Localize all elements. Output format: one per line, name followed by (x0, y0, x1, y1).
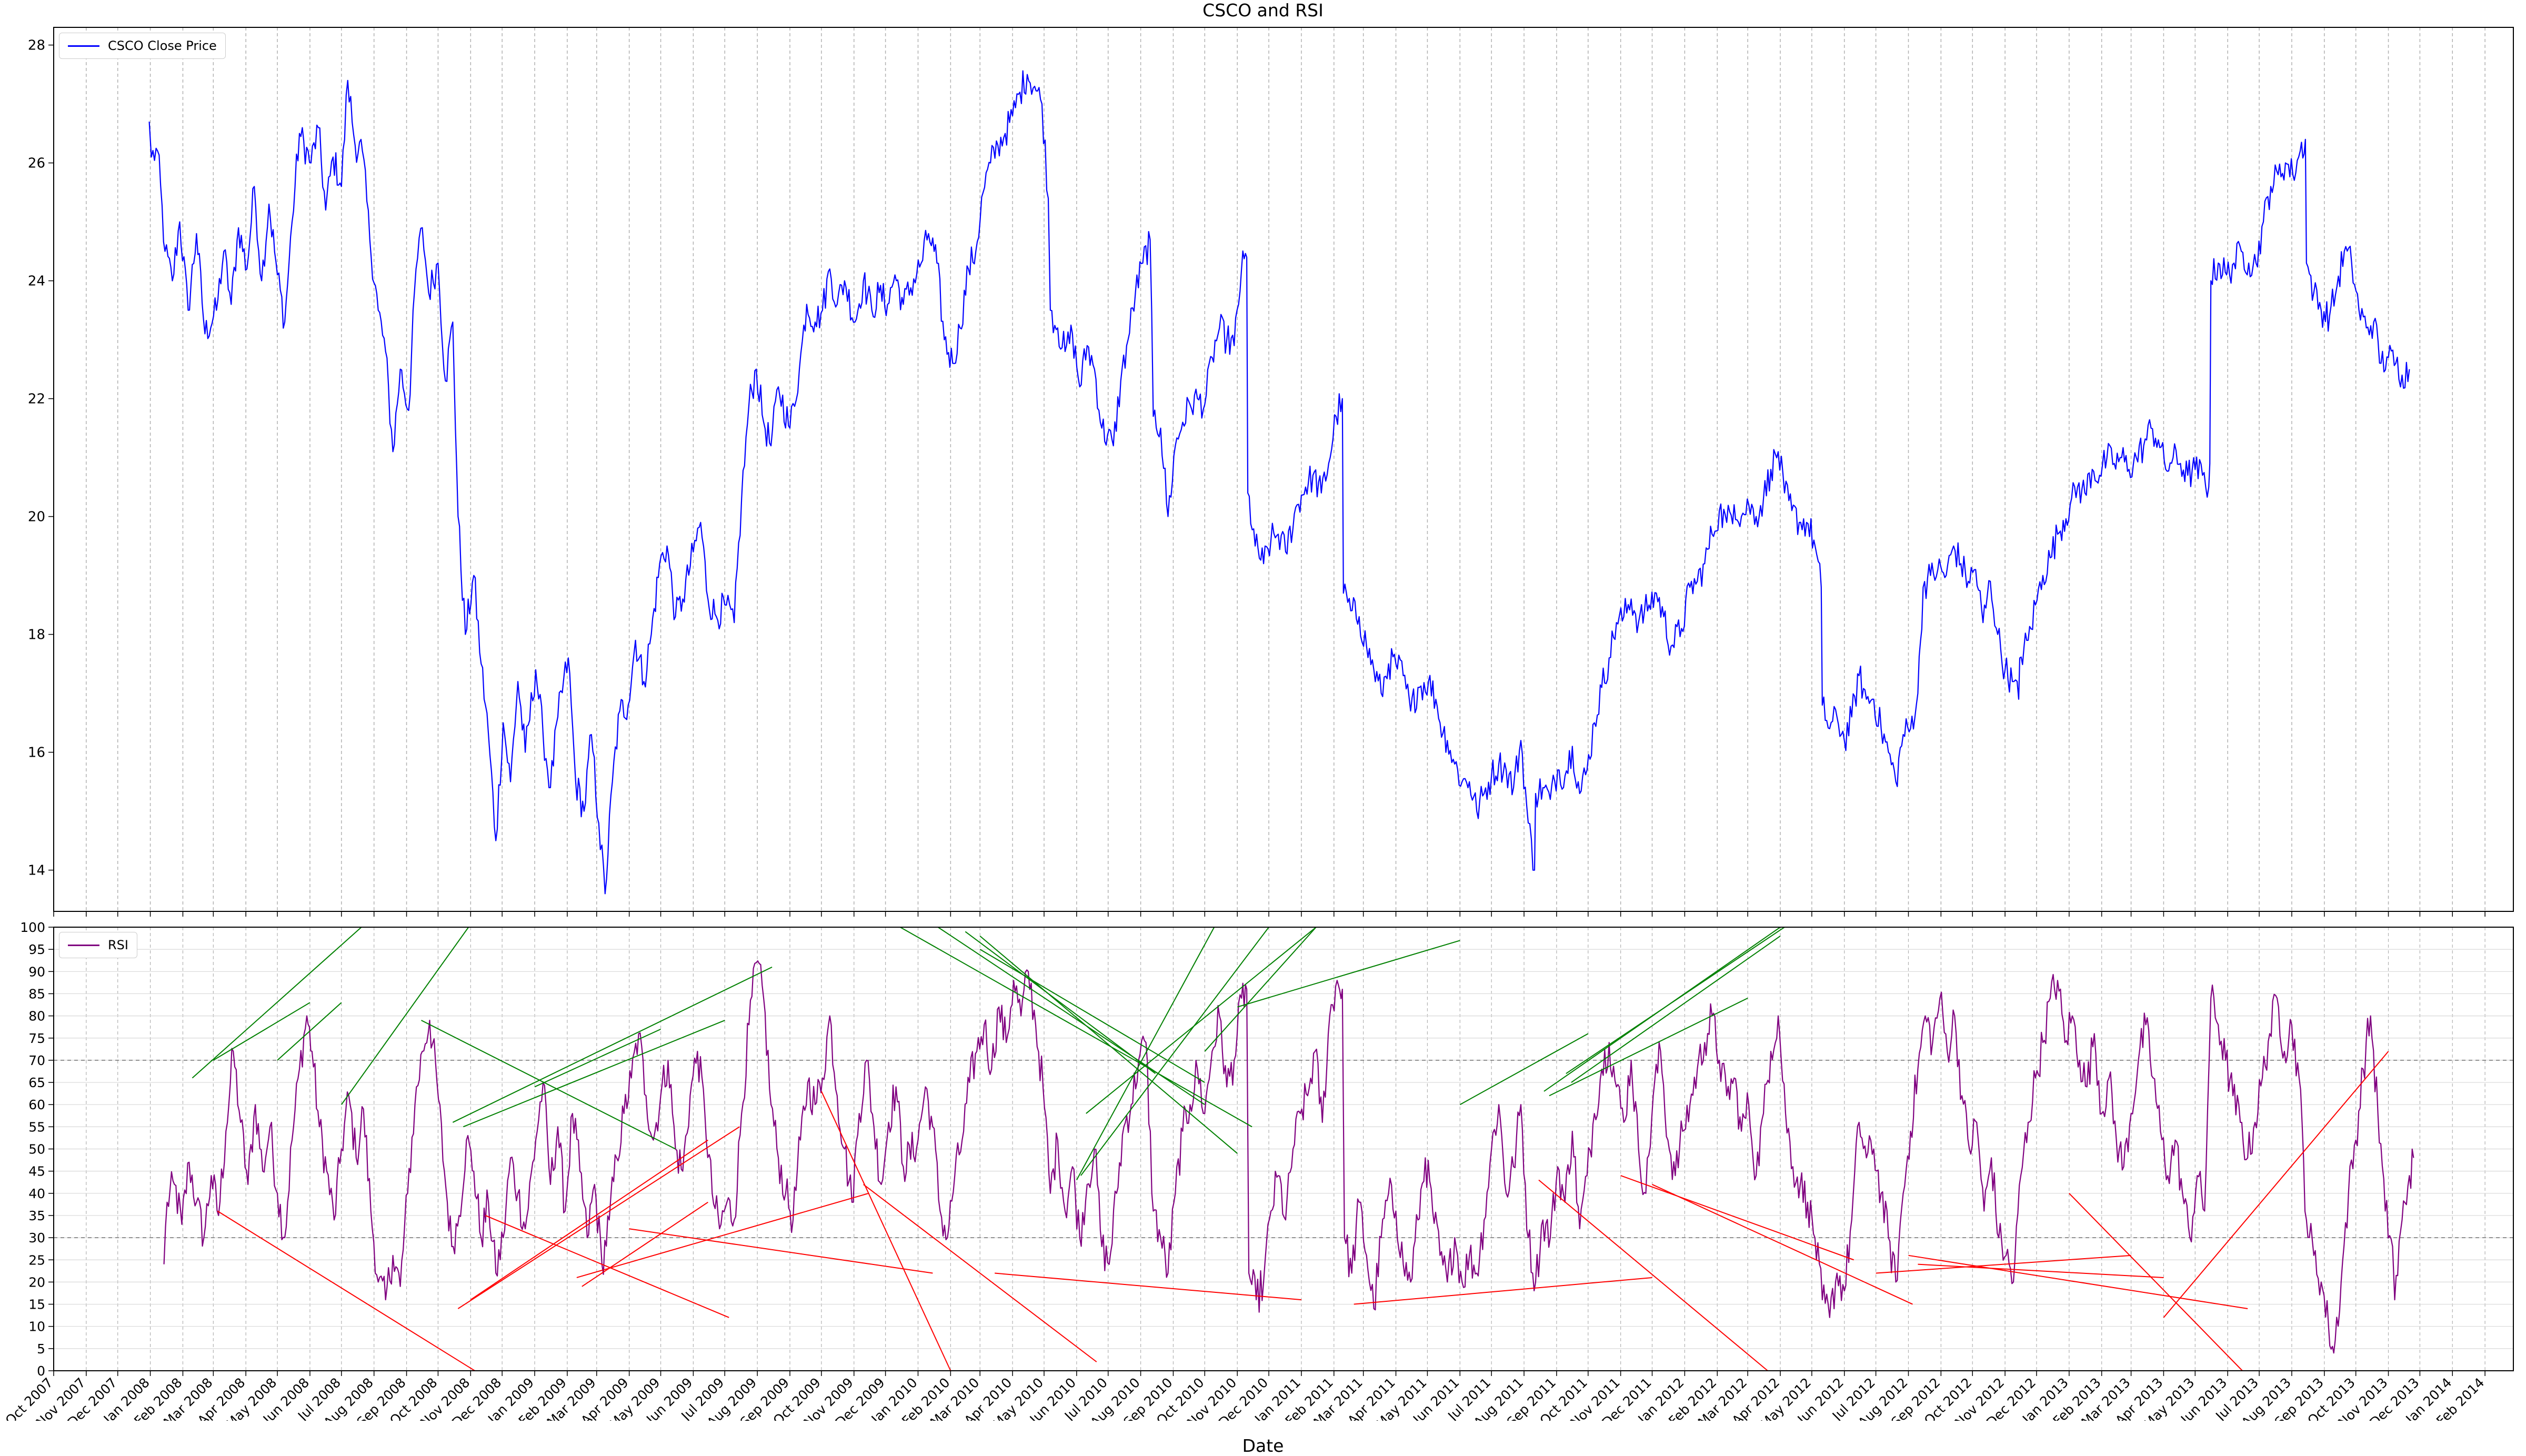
support-trendline (995, 1272, 1302, 1301)
support-trendline (863, 1184, 1097, 1362)
resistance-trendline (341, 927, 469, 1105)
rsi-y-tick-label: 45 (28, 1164, 45, 1179)
support-trendline (1908, 1254, 2248, 1309)
rsi-legend-label: RSI (108, 938, 128, 952)
rsi-y-tick-label: 15 (28, 1297, 45, 1312)
support-trendline (1354, 1277, 1652, 1305)
resistance-trendline (463, 1020, 725, 1128)
price-legend: CSCO Close Price (59, 33, 226, 59)
resistance-trendline (900, 927, 1252, 1128)
support-trendline (217, 1210, 475, 1371)
support-trendline (470, 1139, 708, 1300)
rsi-y-tick-label: 80 (28, 1009, 45, 1024)
resistance-trendline (1076, 927, 1215, 1180)
rsi-support-lines (217, 1051, 2389, 1371)
rsi-y-tick-label: 55 (28, 1119, 45, 1134)
support-trendline (582, 1201, 708, 1287)
rsi-y-tick-label: 5 (37, 1341, 45, 1357)
resistance-trendline (277, 1002, 342, 1061)
rsi-line (163, 960, 2414, 1354)
resistance-trendline (979, 949, 1205, 1083)
rsi-y-tick-label: 100 (20, 920, 45, 935)
rsi-y-tick-label: 30 (28, 1230, 45, 1246)
resistance-trendline (534, 1028, 661, 1088)
rsi-y-tick-label: 25 (28, 1252, 45, 1268)
support-trendline (457, 1126, 740, 1309)
price-y-tick-label: 24 (28, 274, 45, 289)
rsi-y-tick-label: 0 (37, 1363, 45, 1379)
support-trendline (1538, 1179, 1768, 1371)
chart-title: CSCO and RSI (1202, 0, 1324, 21)
resistance-trendline (1566, 927, 1785, 1075)
resistance-trendline (421, 1020, 676, 1150)
price-legend-swatch (68, 45, 99, 47)
resistance-trendline (1549, 997, 1748, 1097)
price-y-tick-label: 26 (28, 156, 45, 172)
rsi-y-tick-label: 50 (28, 1142, 45, 1157)
resistance-trendline (452, 966, 773, 1123)
csco-close-price-line (148, 70, 2410, 895)
rsi-y-tick-label: 65 (28, 1075, 45, 1090)
resistance-trendline (965, 931, 1156, 1074)
price-axes-frame (53, 27, 2514, 912)
rsi-y-tick-label: 20 (28, 1274, 45, 1290)
price-y-ticks: 14 16 18 20 22 24 26 28 (28, 38, 54, 879)
rsi-y-tick-label: 35 (28, 1208, 45, 1223)
resistance-trendline (1459, 1033, 1589, 1106)
resistance-trendline (1571, 936, 1781, 1083)
support-trendline (629, 1228, 933, 1274)
price-y-tick-label: 20 (28, 509, 45, 525)
support-trendline (1918, 1263, 2164, 1278)
rsi-y-tick-label: 95 (28, 942, 45, 957)
price-y-tick-label: 16 (28, 745, 45, 761)
support-trendline (2069, 1193, 2243, 1371)
rsi-resistance-lines (192, 927, 1785, 1180)
rsi-y-tick-label: 85 (28, 986, 45, 1001)
resistance-trendline (937, 927, 1205, 1106)
support-trendline (576, 1192, 869, 1278)
figure: 14 16 18 20 22 24 26 28 0 5 10 15 20 25 30 35 40 45 50 55 6… (2, 27, 2514, 1421)
support-trendline (1876, 1254, 2131, 1274)
support-trendline (2163, 1051, 2389, 1318)
price-grid (53, 27, 2485, 911)
rsi-y-tick-label: 40 (28, 1186, 45, 1201)
price-legend-label: CSCO Close Price (108, 38, 217, 53)
price-y-tick-label: 28 (28, 38, 45, 54)
resistance-trendline (1237, 940, 1460, 1008)
resistance-trendline (213, 1002, 310, 1061)
rsi-y-tick-label: 90 (28, 964, 45, 979)
price-y-tick-label: 18 (28, 627, 45, 643)
resistance-trendline (979, 936, 1238, 1154)
price-y-tick-label: 22 (28, 391, 45, 407)
price-y-tick-label: 14 (28, 863, 45, 879)
rsi-axes-frame (53, 927, 2514, 1371)
rsi-legend-swatch (68, 944, 99, 946)
rsi-y-tick-label: 10 (28, 1319, 45, 1334)
rsi-y-tick-label: 75 (28, 1031, 45, 1046)
rsi-legend: RSI (59, 932, 137, 958)
support-trendline (1652, 1184, 1913, 1305)
support-trendline (820, 1091, 951, 1371)
resistance-trendline (1086, 927, 1317, 1114)
support-trendline (1620, 1175, 1855, 1261)
resistance-trendline (192, 927, 362, 1079)
rsi-y-tick-label: 60 (28, 1097, 45, 1112)
resistance-trendline (1080, 927, 1269, 1176)
rsi-y-tick-label: 70 (28, 1053, 45, 1068)
price-x-tick-marks (53, 911, 2485, 917)
x-axis-label: Date (1242, 1435, 1284, 1456)
support-trendline (485, 1215, 729, 1318)
rsi-y-ticks: 0 5 10 15 20 25 30 35 40 45 50 55 60 65 70 75 80 85 90 95 10… (20, 920, 54, 1379)
resistance-trendline (1204, 927, 1317, 1052)
